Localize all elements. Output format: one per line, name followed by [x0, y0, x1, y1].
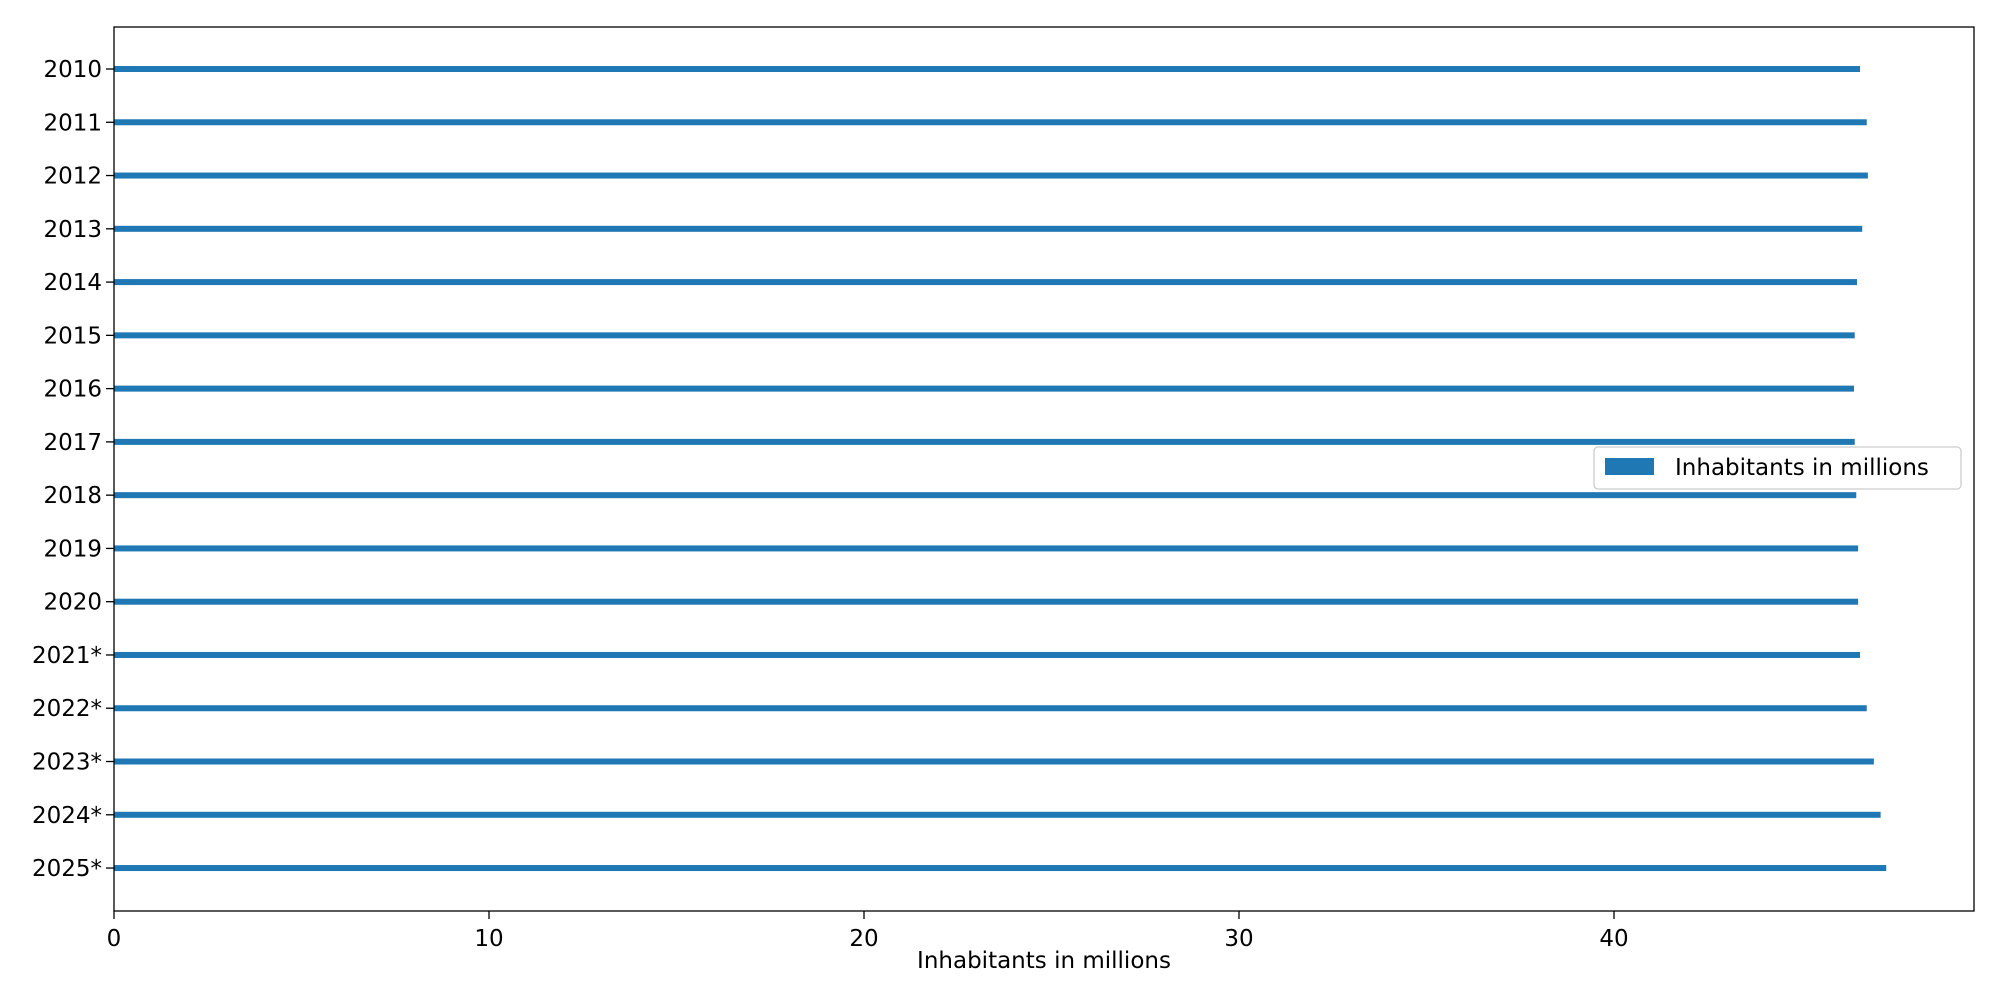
bar [114, 865, 1887, 872]
bar [114, 545, 1859, 552]
y-tick-label: 2014 [43, 270, 102, 296]
bar [114, 172, 1868, 179]
bar [114, 119, 1867, 126]
y-tick-label: 2010 [43, 57, 102, 83]
x-axis-label: Inhabitants in millions [917, 948, 1171, 974]
x-tick-label: 20 [849, 926, 878, 952]
y-tick-label: 2021* [32, 643, 102, 669]
y-tick-label: 2012 [43, 164, 102, 190]
bars-group [114, 66, 1887, 872]
y-tick-label: 2025* [32, 856, 102, 882]
bar [114, 492, 1857, 499]
y-tick-label: 2020 [43, 590, 102, 616]
y-tick-label: 2015 [43, 323, 102, 349]
bar [114, 385, 1854, 392]
legend: Inhabitants in millions [1593, 446, 1962, 490]
bar [114, 438, 1855, 445]
y-tick-label: 2017 [43, 430, 102, 456]
bar [114, 598, 1859, 605]
bar [114, 225, 1863, 232]
y-tick-label: 2016 [43, 377, 102, 403]
y-tick-label: 2024* [32, 803, 102, 829]
x-axis-ticks: 0 10 20 30 40 [107, 911, 1629, 952]
y-tick-label: 2023* [32, 750, 102, 776]
x-tick-label: 10 [474, 926, 503, 952]
bar [114, 332, 1855, 339]
x-tick-label: 30 [1224, 926, 1253, 952]
bar [114, 66, 1860, 72]
x-tick-label: 40 [1599, 926, 1628, 952]
plot-frame [113, 26, 1975, 912]
bar [114, 705, 1867, 712]
bar [114, 651, 1860, 658]
y-tick-label: 2011 [43, 110, 102, 136]
y-axis-ticks: 2010 2011 2012 2013 2014 2015 2016 2017 2018 2019… [32, 57, 114, 882]
y-tick-label: 2022* [32, 696, 102, 722]
y-tick-label: 2018 [43, 483, 102, 509]
x-tick-label: 0 [107, 926, 122, 952]
legend-box [1593, 446, 1962, 490]
bar [114, 279, 1857, 286]
legend-label: Inhabitants in millions [1675, 455, 1929, 481]
bar [114, 811, 1881, 818]
y-tick-label: 2019 [43, 536, 102, 562]
y-tick-label: 2013 [43, 217, 102, 243]
bar [114, 758, 1874, 765]
legend-swatch [1605, 458, 1654, 475]
